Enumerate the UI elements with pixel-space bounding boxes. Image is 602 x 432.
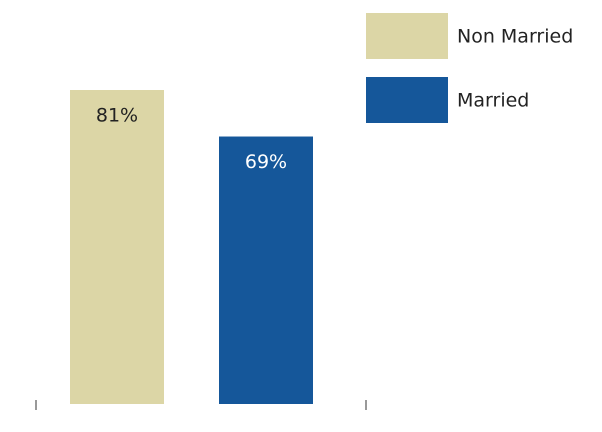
legend-swatch <box>366 77 448 123</box>
bar <box>70 90 164 404</box>
legend-label: Non Married <box>457 26 573 48</box>
data-label: 81% <box>96 105 138 127</box>
legend-label: Married <box>457 90 529 112</box>
bar <box>219 136 313 404</box>
legend-swatch <box>366 13 448 59</box>
data-label: 69% <box>245 151 287 173</box>
